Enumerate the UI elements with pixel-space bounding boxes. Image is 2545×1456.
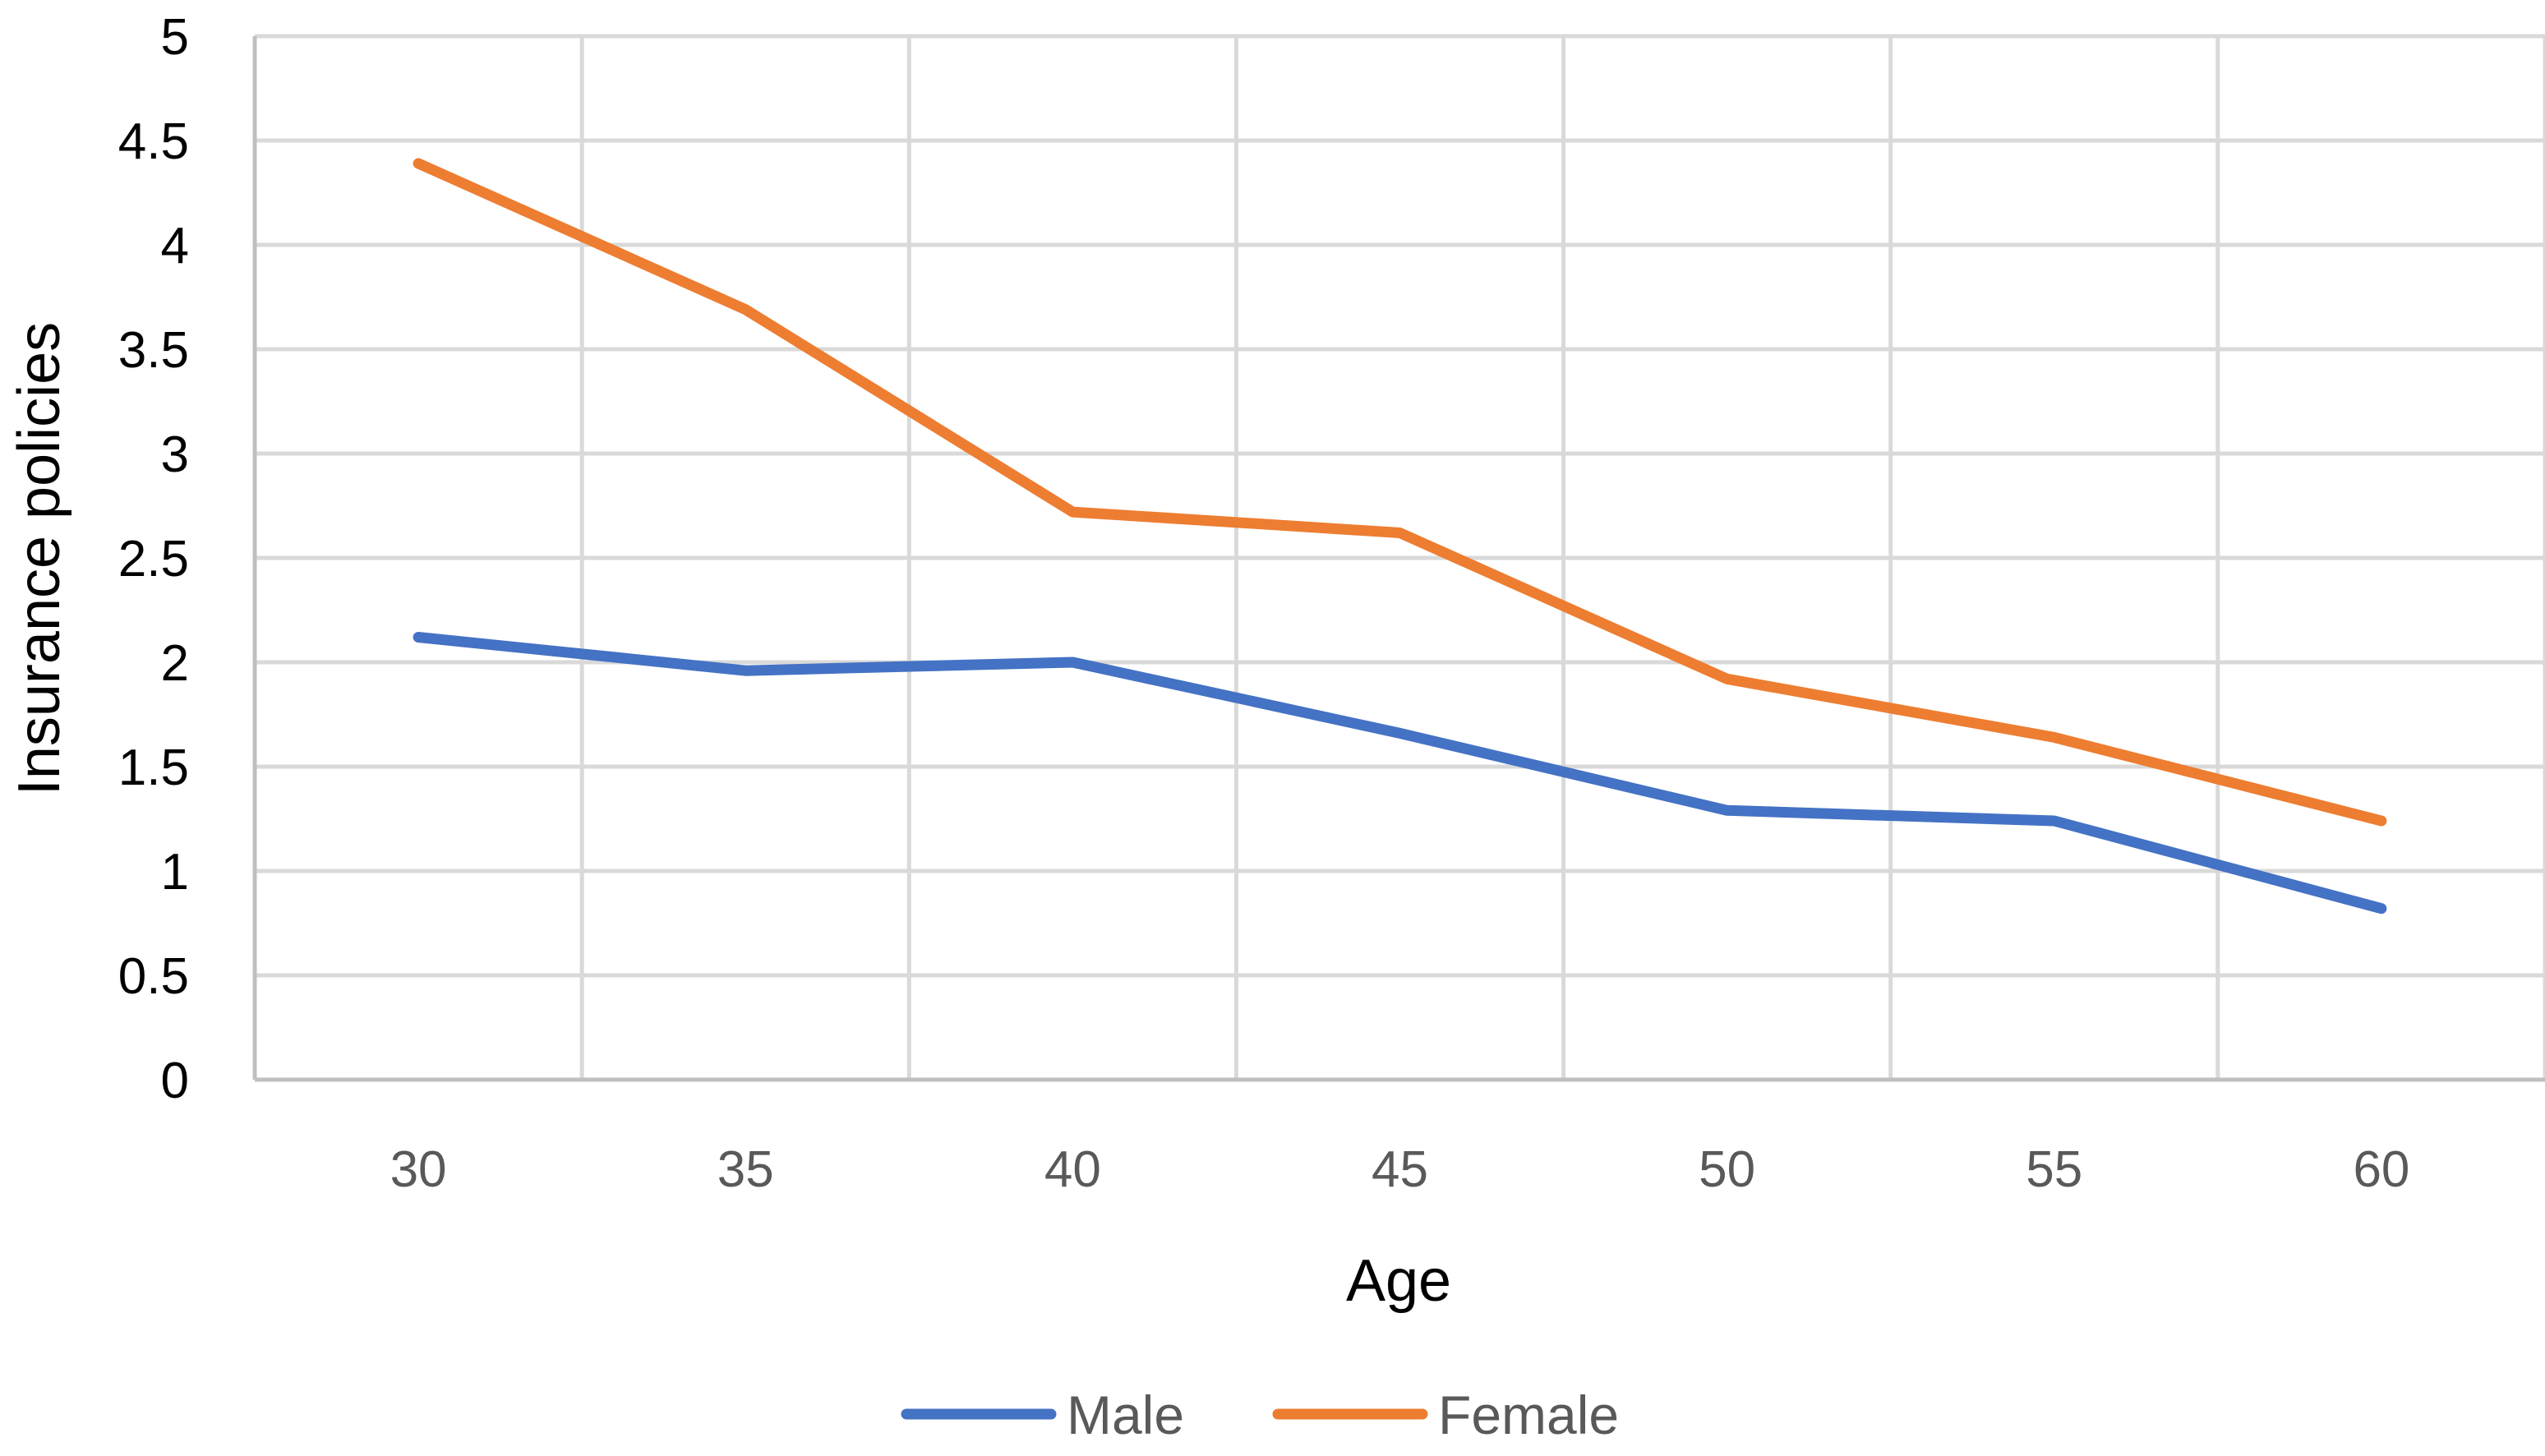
data-point-male [413,632,424,643]
y-tick-label: 2 [161,635,189,692]
y-axis-title: Insurance policies [7,322,72,795]
x-tick-label: 40 [1044,1141,1101,1198]
legend-label-female: Female [1438,1385,1619,1445]
series-line-male [413,632,2387,915]
y-tick-label: 3 [161,426,189,483]
series-line-female [413,158,2387,827]
axes [252,36,2545,1082]
data-point-male [1722,805,1732,816]
x-tick-label: 50 [1699,1141,1755,1198]
y-tick-label: 4 [161,218,189,274]
legend: Male Female [901,1385,1619,1445]
x-tick-label: 45 [1372,1141,1428,1198]
data-point-male [2049,816,2059,827]
data-point-female [1067,507,1078,518]
y-axis-tick-labels: 0 0.5 1 1.5 2 2.5 3 3.5 4 4.5 5 [118,9,189,1109]
data-point-female [1722,674,1732,684]
x-tick-label: 60 [2353,1141,2409,1198]
x-tick-label: 30 [390,1141,447,1198]
data-point-male [1395,728,1405,739]
y-tick-label: 2.5 [118,531,189,587]
data-point-male [2376,903,2386,914]
data-point-male [1067,657,1078,667]
y-tick-label: 0.5 [118,948,189,1005]
data-point-female [2049,732,2059,743]
gridlines [255,34,2545,1080]
y-tick-label: 3.5 [118,322,189,379]
legend-item-male[interactable]: Male [901,1385,1184,1445]
series-lines [413,158,2387,915]
y-tick-label: 1 [161,844,189,901]
x-tick-label: 55 [2026,1141,2082,1198]
y-tick-label: 5 [161,9,189,66]
data-point-female [413,158,424,168]
data-point-female [2376,816,2386,827]
data-point-male [740,666,751,676]
x-axis-title: Age [1346,1248,1451,1314]
y-tick-label: 1.5 [118,740,189,796]
x-tick-label: 35 [717,1141,774,1198]
y-tick-label: 0 [161,1053,189,1109]
y-tick-label: 4.5 [118,113,189,170]
legend-label-male: Male [1067,1385,1184,1445]
x-axis-tick-labels: 30 35 40 45 50 55 60 [390,1141,2410,1198]
data-point-female [1395,528,1405,538]
legend-item-female[interactable]: Female [1272,1385,1619,1445]
data-point-female [740,304,751,315]
